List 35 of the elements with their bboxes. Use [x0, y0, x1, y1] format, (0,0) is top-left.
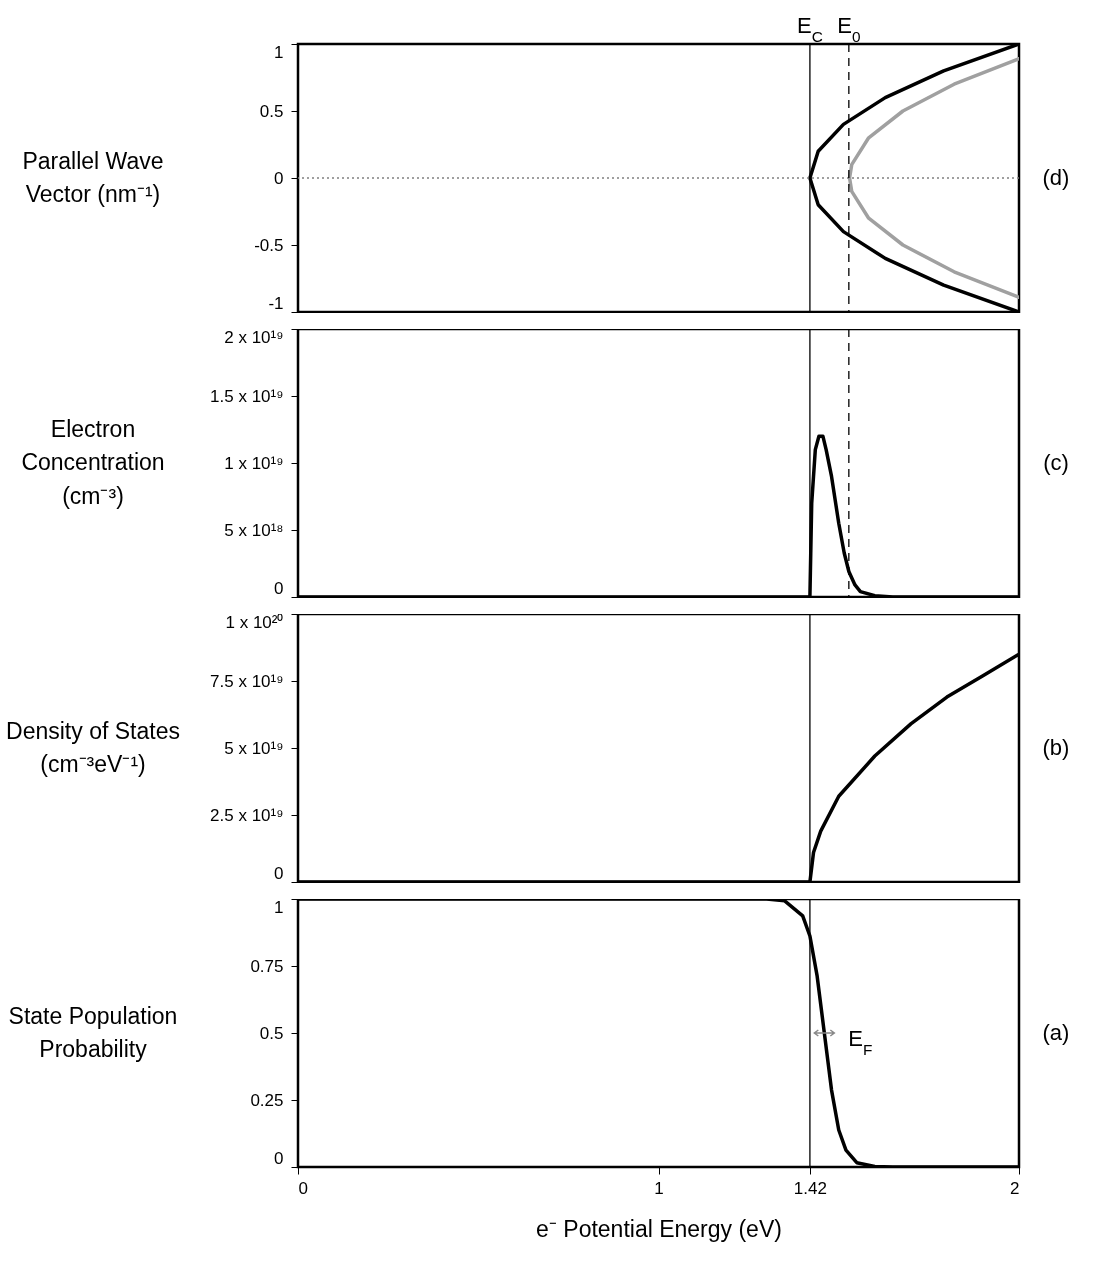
y-axis-title: Electron Concentration (cm⁻³) [20, 415, 166, 511]
x-tick-label: 0 [298, 1178, 308, 1198]
y-axis-title: Parallel Wave Vector (nm⁻¹) [21, 146, 165, 209]
ref-line-label: E$_{0}$ [837, 13, 861, 45]
y-tick-label: 0 [274, 578, 284, 598]
ref-line-label: E$_{C}$ [797, 13, 823, 45]
x-tick-label: 1 [654, 1178, 664, 1198]
y-tick-label: 7.5 x 10¹⁹ [210, 671, 284, 691]
x-tick-label: 2 [1010, 1178, 1020, 1198]
y-tick-label: 5 x 10¹⁸ [224, 520, 284, 540]
y-axis-title: State Population Probability [7, 1001, 179, 1064]
x-axis-title: e⁻ Potential Energy (eV) [536, 1215, 782, 1242]
y-tick-label: 2 x 10¹⁹ [224, 327, 284, 347]
x-tick-label: 1.42 [793, 1178, 827, 1198]
y-tick-label: 0 [274, 168, 284, 188]
y-tick-label: 0 [274, 863, 284, 883]
y-tick-label: 1 [274, 42, 284, 62]
y-tick-label: 1 x 10¹⁹ [224, 453, 284, 473]
text: (a) [1041, 1019, 1071, 1047]
text: (c) [1042, 449, 1070, 477]
y-tick-label: 0.25 [250, 1090, 284, 1110]
y-tick-label: 5 x 10¹⁹ [224, 738, 284, 758]
y-tick-label: 0.75 [250, 956, 284, 976]
y-tick-label: -1 [268, 293, 284, 313]
text: (b) [1041, 734, 1071, 762]
y-axis-title: Density of States (cm⁻³eV⁻¹) [5, 716, 181, 779]
y-tick-label: 0.5 [259, 101, 284, 121]
y-tick-label: 2.5 x 10¹⁹ [210, 805, 284, 825]
y-tick-label: 1 [274, 897, 284, 917]
y-tick-label: 0 [274, 1148, 284, 1168]
text: (d) [1041, 164, 1071, 192]
annotation: E$_{F}$ [848, 1026, 873, 1058]
y-tick-label: -0.5 [254, 235, 284, 255]
y-tick-label: 0.5 [259, 1023, 284, 1043]
y-tick-label: 1.5 x 10¹⁹ [210, 386, 284, 406]
